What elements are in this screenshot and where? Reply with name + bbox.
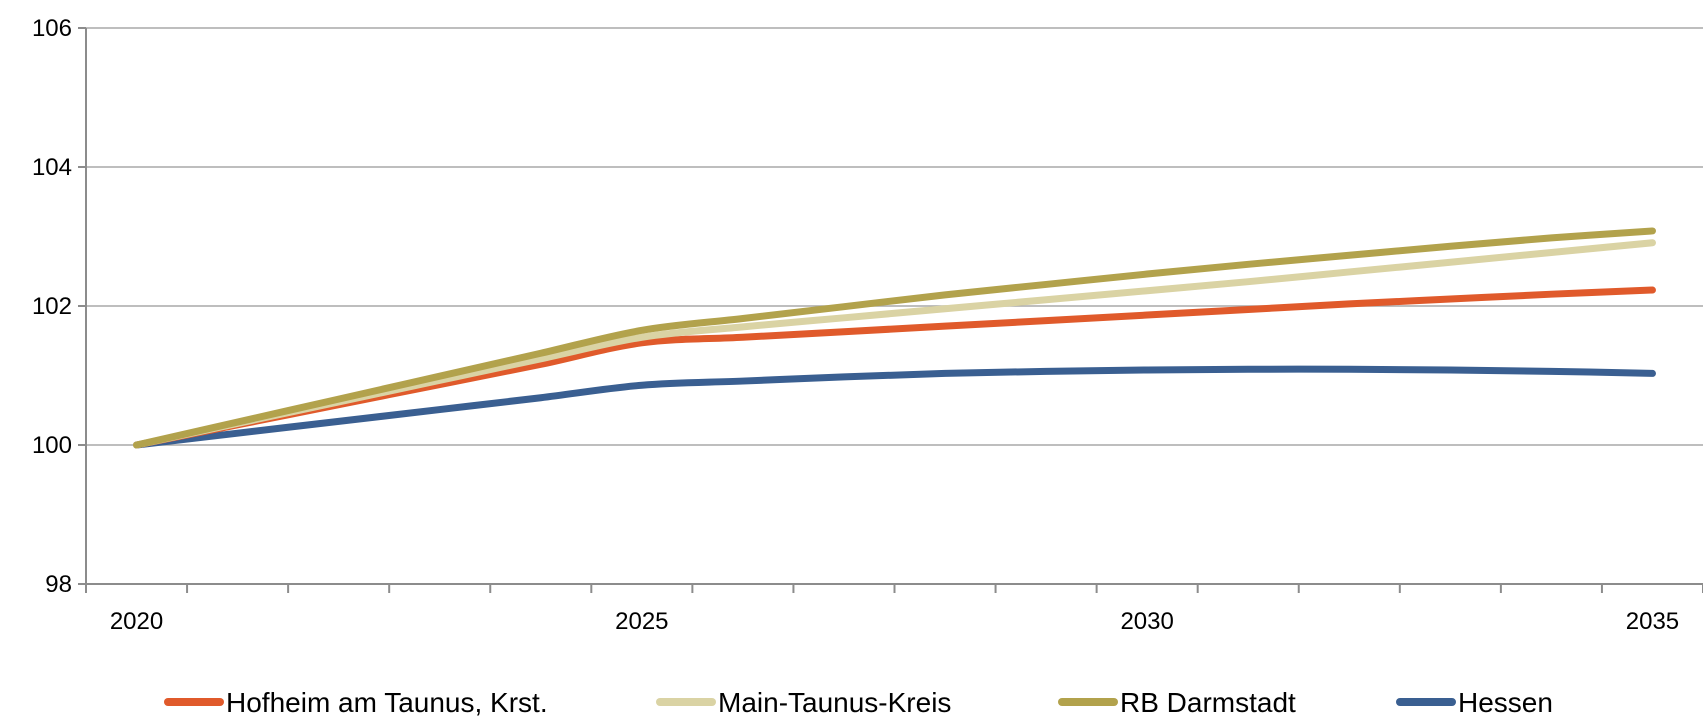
y-tick-label: 100 — [32, 432, 72, 459]
series-line-main-taunus-kreis — [133, 239, 1656, 449]
legend-label: Main-Taunus-Kreis — [718, 687, 951, 718]
x-tick-label: 2030 — [1120, 608, 1173, 635]
x-axis-tick-labels: 2020 2025 2030 2035 — [110, 608, 1679, 635]
legend-item: Hessen — [1396, 687, 1553, 718]
legend-item: Hofheim am Taunus, Krst. — [164, 687, 548, 718]
series-lines — [133, 227, 1656, 449]
legend: Hofheim am Taunus, Krst. Main-Taunus-Krei… — [164, 687, 1553, 718]
legend-item: RB Darmstadt — [1058, 687, 1296, 718]
x-tick-label: 2025 — [615, 608, 668, 635]
x-tick-label: 2020 — [110, 608, 163, 635]
grid-lines — [86, 27, 1703, 446]
y-tick-label: 98 — [45, 571, 72, 598]
y-axis-tick-labels: 98 100 102 104 106 — [32, 15, 72, 598]
axes — [78, 27, 1703, 593]
series-line-hessen — [133, 365, 1656, 449]
x-tick-label: 2035 — [1626, 608, 1679, 635]
y-tick-label: 104 — [32, 154, 72, 181]
y-tick-label: 102 — [32, 293, 72, 320]
y-tick-label: 106 — [32, 15, 72, 42]
legend-label: RB Darmstadt — [1120, 687, 1296, 718]
series-line-rb-darmstadt — [133, 227, 1656, 449]
legend-label: Hessen — [1458, 687, 1553, 718]
legend-item: Main-Taunus-Kreis — [656, 687, 951, 718]
legend-label: Hofheim am Taunus, Krst. — [226, 687, 548, 718]
